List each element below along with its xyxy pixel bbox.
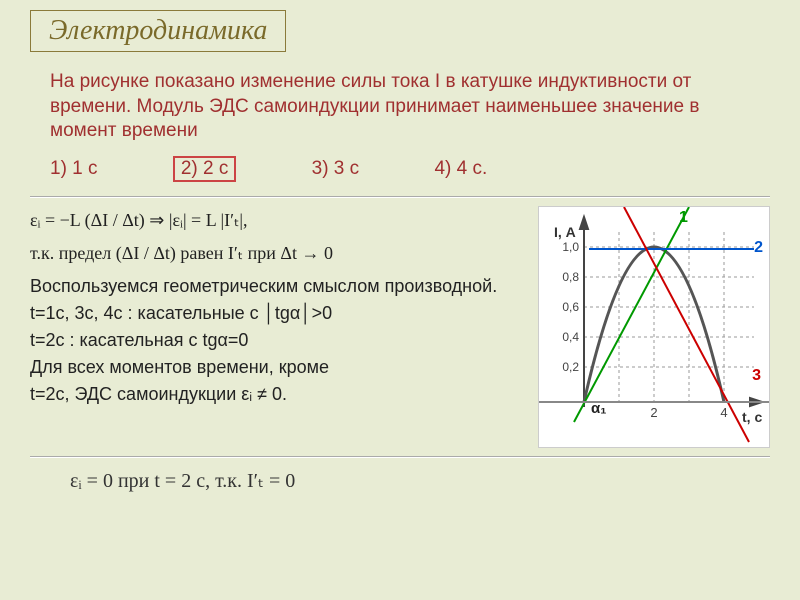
explanation-block: εᵢ = −L (ΔI / Δt) ⇒ |εᵢ| = L |I′ₜ|, т.к.…: [30, 206, 530, 411]
option-2-correct: 2) 2 с: [173, 156, 237, 182]
text-all1: Для всех моментов времени, кроме: [30, 357, 530, 378]
svg-text:t, с: t, с: [742, 409, 762, 425]
svg-text:1,0: 1,0: [562, 240, 579, 254]
option-1: 1) 1 с: [50, 158, 98, 180]
svg-text:4: 4: [720, 405, 727, 420]
option-3: 3) 3 с: [312, 158, 360, 180]
svg-text:I, А: I, А: [554, 224, 576, 240]
text-t2: t=2с : касательная с tgα=0: [30, 330, 530, 351]
divider-2: [30, 456, 770, 458]
svg-text:0,2: 0,2: [562, 360, 579, 374]
svg-text:2: 2: [650, 405, 657, 420]
slide-title: Электродинамика: [30, 10, 286, 52]
ann-line3: 3: [752, 367, 761, 385]
ann-line2: 2: [754, 239, 763, 257]
formula-emf: εᵢ = −L (ΔI / Δt) ⇒ |εᵢ| = L |I′ₜ|,: [30, 210, 530, 231]
ann-line1: 1: [679, 209, 688, 227]
text-all2: t=2с, ЭДС самоиндукции εᵢ ≠ 0.: [30, 384, 530, 405]
svg-text:0,4: 0,4: [562, 330, 579, 344]
formula-limit: т.к. предел (ΔI / Δt) равен I′ₜ при Δt →…: [30, 243, 530, 264]
footer-formula: εᵢ = 0 при t = 2 с, т.к. I′ₜ = 0: [70, 468, 770, 493]
option-4: 4) 4 с.: [434, 158, 487, 180]
svg-text:0,6: 0,6: [562, 300, 579, 314]
current-graph: 1,0 0,8 0,6 0,4 0,2 2 4 I, А t, с: [538, 206, 770, 448]
divider: [30, 196, 770, 198]
problem-text: На рисунке показано изменение силы тока …: [50, 70, 770, 144]
svg-text:0,8: 0,8: [562, 270, 579, 284]
text-t1: t=1с, 3с, 4с : касательные с │tgα│>0: [30, 303, 530, 324]
answer-options: 1) 1 с 2) 2 с 3) 3 с 4) 4 с.: [50, 156, 770, 182]
ann-alpha: α₁: [591, 400, 606, 417]
text-geom: Воспользуемся геометрическим смыслом про…: [30, 276, 530, 297]
